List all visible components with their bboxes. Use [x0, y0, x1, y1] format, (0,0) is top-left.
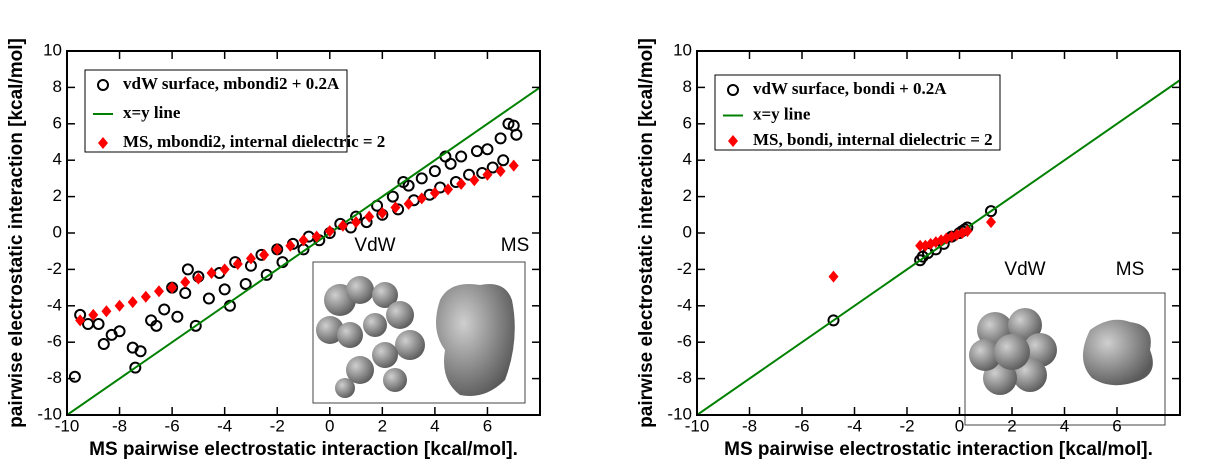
- y-tick-label: -8: [47, 368, 62, 387]
- point: [204, 294, 214, 304]
- point: [154, 285, 164, 297]
- point: [456, 152, 466, 162]
- y-tick-label: -10: [667, 404, 692, 423]
- y-tick-label: 4: [53, 150, 62, 169]
- point: [430, 166, 440, 176]
- point: [115, 300, 125, 312]
- point: [496, 133, 506, 143]
- x-tick-label: -8: [112, 416, 127, 435]
- x-tick-label: -4: [217, 416, 232, 435]
- point: [285, 240, 295, 252]
- y-axis-title: pairwise electrostatic interaction [kcal…: [636, 38, 657, 428]
- y-tick-label: -4: [677, 295, 692, 314]
- point: [180, 276, 190, 288]
- inset-label: VdW: [1004, 259, 1045, 280]
- y-tick-label: 2: [683, 186, 692, 205]
- y-tick-label: 4: [683, 150, 692, 169]
- point: [128, 296, 138, 308]
- x-tick-label: -6: [794, 416, 809, 435]
- y-tick-label: 0: [683, 222, 692, 241]
- legend-label: MS, bondi, internal dielectric = 2: [753, 130, 993, 149]
- x-tick-label: 2: [378, 416, 387, 435]
- point: [99, 339, 109, 349]
- y-tick-label: -2: [677, 259, 692, 278]
- legend-label: vdW surface, bondi + 0.2A: [753, 79, 947, 98]
- y-tick-label: 2: [53, 186, 62, 205]
- x-tick-label: -4: [847, 416, 862, 435]
- point: [829, 271, 839, 283]
- point: [94, 319, 104, 329]
- x-tick-label: -6: [165, 416, 180, 435]
- point: [183, 264, 193, 274]
- point: [388, 192, 398, 202]
- point: [141, 291, 151, 303]
- y-axis-title: pairwise electrostatic interaction [kcal…: [6, 38, 27, 428]
- point: [220, 263, 230, 275]
- inset-label: MS: [501, 235, 530, 256]
- point: [404, 198, 414, 210]
- point: [241, 279, 251, 289]
- y-tick-label: 8: [53, 77, 62, 96]
- y-tick-label: 10: [43, 40, 62, 59]
- point: [482, 144, 492, 154]
- inset: [965, 293, 1165, 425]
- inset-label: VdW: [354, 235, 395, 256]
- legend-label: vdW surface, mbondi2 + 0.2A: [123, 74, 340, 93]
- point: [417, 173, 427, 183]
- point: [364, 211, 374, 223]
- legend-label: MS, mbondi2, internal dielectric = 2: [123, 132, 385, 151]
- x-tick-label: 6: [1112, 416, 1121, 435]
- x-tick-label: 0: [955, 416, 964, 435]
- y-tick-label: 0: [53, 222, 62, 241]
- y-tick-label: -8: [677, 368, 692, 387]
- y-tick-label: 10: [673, 40, 692, 59]
- point: [299, 234, 309, 246]
- y-tick-label: 6: [683, 113, 692, 132]
- x-tick-label: 4: [1060, 416, 1069, 435]
- x-tick-label: -2: [270, 416, 285, 435]
- point: [456, 178, 466, 190]
- y-tick-label: -10: [37, 404, 62, 423]
- y-tick-label: -2: [47, 259, 62, 278]
- point: [220, 284, 230, 294]
- y-tick-label: 6: [53, 113, 62, 132]
- point: [172, 312, 182, 322]
- x-tick-label: 0: [325, 416, 334, 435]
- point: [180, 288, 190, 298]
- legend-label: x=y line: [123, 103, 181, 122]
- x-tick-label: 2: [1007, 416, 1016, 435]
- legend-label: x=y line: [753, 104, 811, 123]
- point: [430, 187, 440, 199]
- point: [986, 216, 996, 228]
- point: [70, 372, 80, 382]
- point: [207, 267, 217, 279]
- inset: [313, 262, 525, 403]
- point: [509, 160, 519, 172]
- point: [390, 202, 400, 214]
- y-tick-label: 8: [683, 77, 692, 96]
- point: [472, 146, 482, 156]
- x-axis-title: MS pairwise electrostatic interaction [k…: [724, 439, 1153, 460]
- inset-label: MS: [1116, 259, 1145, 280]
- figure: -10 -8 -6 -4 -2 0 2 4 6 -10 -8 -6 -4 -2 0 2 4 6 8 10 MS pair…: [0, 0, 1209, 464]
- x-tick-label: 6: [483, 416, 492, 435]
- point: [498, 155, 508, 165]
- y-tick-label: -6: [47, 332, 62, 351]
- x-tick-label: 4: [430, 416, 439, 435]
- y-tick-label: -4: [47, 295, 62, 314]
- x-axis-title: MS pairwise electrostatic interaction [k…: [89, 439, 518, 460]
- point: [101, 305, 111, 317]
- point: [482, 169, 492, 181]
- point: [159, 304, 169, 314]
- point: [511, 130, 521, 140]
- x-tick-label: -2: [899, 416, 914, 435]
- x-tick-label: -8: [742, 416, 757, 435]
- point: [233, 258, 243, 270]
- y-tick-label: -6: [677, 332, 692, 351]
